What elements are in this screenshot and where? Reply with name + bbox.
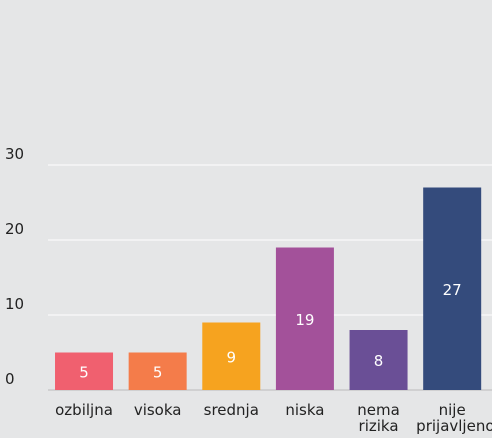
x-tick-label: ozbiljna	[55, 401, 113, 419]
y-tick-label: 20	[5, 220, 24, 238]
y-tick-label: 0	[5, 370, 15, 388]
value-label: 8	[374, 352, 384, 370]
x-tick-label: visoka	[133, 401, 182, 419]
bar	[275, 247, 334, 390]
x-tick-label: srednja	[203, 401, 259, 419]
bar	[423, 187, 482, 390]
value-label: 19	[295, 311, 314, 329]
bar	[349, 330, 408, 390]
bar	[202, 322, 261, 390]
y-tick-label: 10	[5, 295, 24, 313]
x-tick-label: niska	[285, 401, 325, 419]
value-label: 9	[227, 348, 237, 366]
bar	[55, 352, 114, 390]
x-tick-label: nema rizika	[357, 401, 400, 435]
value-label: 5	[79, 363, 89, 381]
x-tick-label: nije prijavljeno	[416, 401, 492, 435]
value-label: 27	[443, 281, 462, 299]
value-label: 5	[153, 363, 163, 381]
y-tick-label: 30	[5, 145, 24, 163]
bar	[128, 352, 187, 390]
